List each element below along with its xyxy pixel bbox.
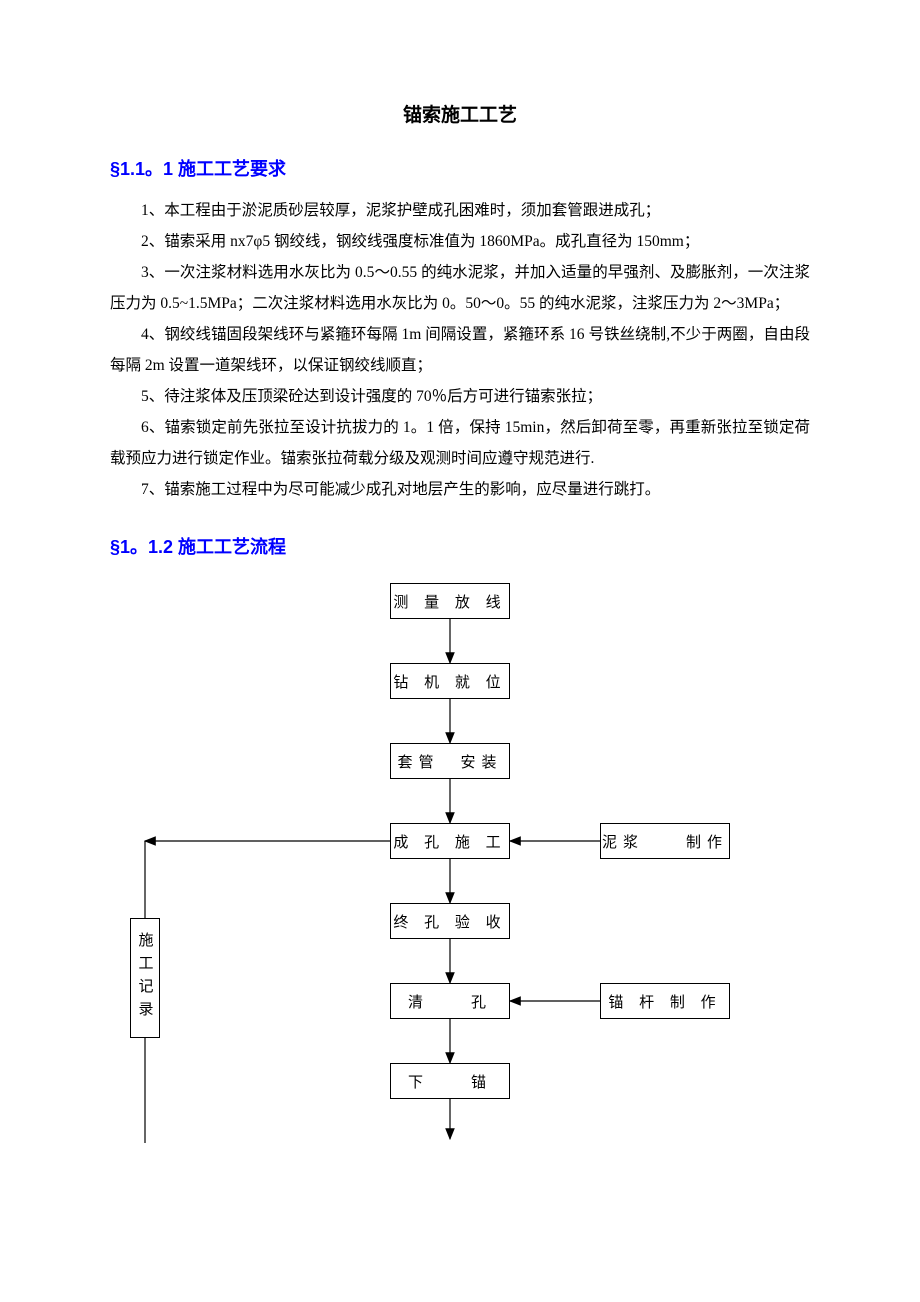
flow-node-n5: 终 孔 验 收 — [390, 903, 510, 939]
flow-node-n4: 成 孔 施 工 — [390, 823, 510, 859]
flow-node-s1: 泥浆 制作 — [600, 823, 730, 859]
document-title: 锚索施工工艺 — [110, 100, 810, 127]
flow-node-n2: 钻 机 就 位 — [390, 663, 510, 699]
section-1-body: 1、本工程由于淤泥质砂层较厚，泥浆护壁成孔困难时，须加套管跟进成孔； 2、锚索采… — [110, 195, 810, 505]
flow-node-s2: 锚 杆 制 作 — [600, 983, 730, 1019]
paragraph: 4、钢绞线锚固段架线环与紧箍环每隔 1m 间隔设置，紧箍环系 16 号铁丝绕制,… — [110, 319, 810, 381]
flow-node-n6: 清 孔 — [390, 983, 510, 1019]
flow-node-v1: 施工记录 — [130, 918, 160, 1038]
section-1-heading: §1.1。1 施工工艺要求 — [110, 155, 810, 181]
paragraph: 6、锚索锁定前先张拉至设计抗拔力的 1。1 倍，保持 15min，然后卸荷至零，… — [110, 412, 810, 474]
flowchart-container: 测 量 放 线钻 机 就 位套管 安装成 孔 施 工终 孔 验 收清 孔下 锚 泥… — [110, 583, 810, 1143]
paragraph: 3、一次注浆材料选用水灰比为 0.5～0.55 的纯水泥浆，并加入适量的早强剂、… — [110, 257, 810, 319]
paragraph: 1、本工程由于淤泥质砂层较厚，泥浆护壁成孔困难时，须加套管跟进成孔； — [110, 195, 810, 226]
paragraph: 7、锚索施工过程中为尽可能减少成孔对地层产生的影响，应尽量进行跳打。 — [110, 474, 810, 505]
flow-node-n3: 套管 安装 — [390, 743, 510, 779]
flow-node-n7: 下 锚 — [390, 1063, 510, 1099]
paragraph: 5、待注浆体及压顶梁砼达到设计强度的 70％后方可进行锚索张拉； — [110, 381, 810, 412]
section-2-heading: §1。1.2 施工工艺流程 — [110, 533, 810, 559]
paragraph: 2、锚索采用 nx7φ5 钢绞线，钢绞线强度标准值为 1860MPa。成孔直径为… — [110, 226, 810, 257]
flow-node-n1: 测 量 放 线 — [390, 583, 510, 619]
